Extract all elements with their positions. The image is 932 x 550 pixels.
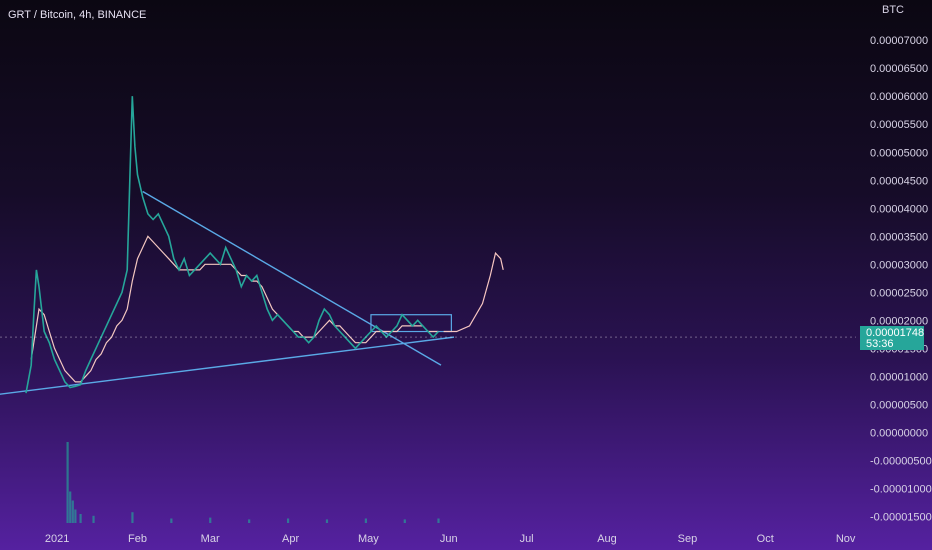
y-tick-label: 0.00002000 [870,315,928,327]
trendlines [0,190,455,395]
volume-bar [325,519,329,523]
current-price-badge [860,326,924,350]
y-tick-label: 0.00002500 [870,287,928,299]
volume-bar [92,515,95,523]
trendline-upper [142,190,442,366]
volume-bar [437,518,440,523]
x-tick-label: Nov [836,533,856,545]
volume-bar [131,512,134,523]
y-tick-label: -0.00001000 [870,483,932,495]
projection-path [443,251,504,333]
price-series [25,96,439,394]
x-tick-label: Sep [678,533,698,545]
y-tick-label: -0.00001500 [870,511,932,523]
x-tick-label: Jun [440,533,458,545]
x-axis: 2021 Feb Mar Apr May Jun Jul Aug Sep Oct Nov [45,533,856,545]
projection-line [443,251,504,333]
volume-bar [79,514,82,523]
volume-bar [403,519,406,523]
volume-bar [209,517,212,523]
volume-bar [71,500,74,523]
y-tick-label: 0.00003000 [870,259,928,271]
y-tick-label: 0.00005000 [870,147,928,159]
countdown-label: 53:36 [866,338,894,350]
y-axis: 0.00007000 0.00006500 0.00006000 0.00005500… [870,35,932,523]
x-tick-label: Apr [282,533,299,545]
volume-bar [170,518,173,523]
y-tick-label: 0.00004000 [870,203,928,215]
x-tick-label: Jul [520,533,534,545]
x-tick-label: Aug [597,533,617,545]
range-box [370,314,452,333]
y-tick-label: 0.00001000 [870,371,928,383]
trendline-lower [0,336,455,395]
volume-bar [364,518,367,523]
y-tick-label: 0.00000500 [870,399,928,411]
x-tick-label: Mar [201,533,220,545]
volume-bar [69,491,72,523]
range-box-rect [370,314,452,333]
y-tick-label: 0.00006000 [870,91,928,103]
volume-bar [66,442,69,523]
chart-title: GRT / Bitcoin, 4h, BINANCE [8,9,146,21]
x-tick-label: Oct [757,533,774,545]
y-tick-label: 0.00005500 [870,119,928,131]
volume-bar [248,519,251,523]
price-line [25,96,439,394]
y-tick-label: -0.00000500 [870,455,932,467]
x-tick-label: May [358,533,379,545]
ma-line [30,235,439,383]
y-tick-label: 0.00004500 [870,175,928,187]
x-tick-label: Feb [128,533,147,545]
y-tick-label: 0.00007000 [870,35,928,47]
current-price-label: 0.00001748 [866,327,924,339]
volume-bars [66,442,440,523]
volume-bar [286,518,290,523]
volume-bar [74,509,77,523]
y-unit-label: BTC [882,4,904,16]
y-tick-label: 0.00000000 [870,427,928,439]
y-tick-label: 0.00003500 [870,231,928,243]
y-tick-label: 0.00006500 [870,63,928,75]
x-tick-label: 2021 [45,533,69,545]
moving-average [30,235,439,383]
